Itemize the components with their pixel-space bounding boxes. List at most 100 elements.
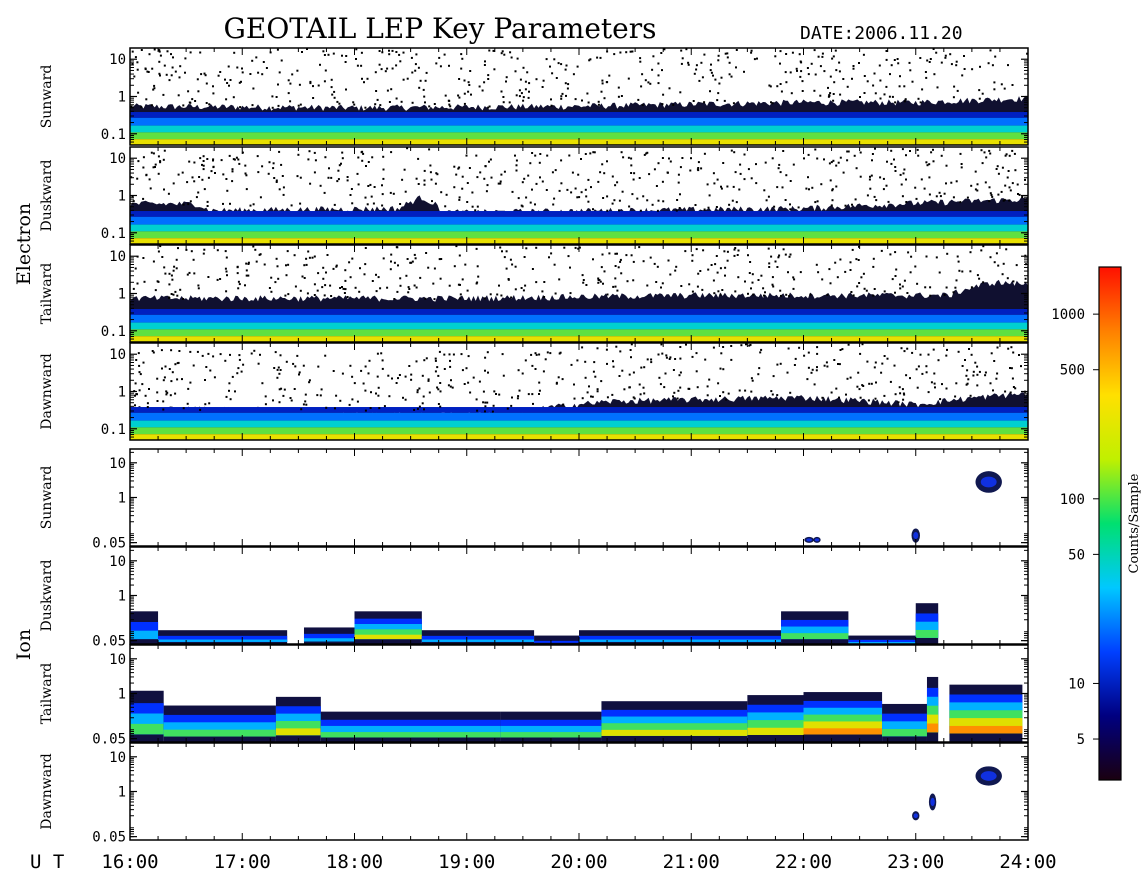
- count-dot: [567, 83, 570, 86]
- count-dot: [390, 260, 392, 263]
- count-dot: [866, 360, 869, 363]
- count-dot: [733, 254, 736, 257]
- count-dot: [322, 277, 325, 280]
- count-dot: [839, 258, 842, 261]
- count-dot: [596, 347, 599, 350]
- count-dot: [629, 50, 632, 53]
- count-dot: [444, 205, 447, 208]
- count-dot: [521, 181, 524, 184]
- count-dot: [239, 106, 242, 109]
- count-dot: [920, 178, 923, 181]
- count-dot: [168, 297, 171, 300]
- count-dot: [156, 400, 159, 402]
- count-dot: [450, 379, 452, 382]
- count-dot: [1006, 176, 1009, 179]
- count-dot: [551, 72, 554, 75]
- count-dot: [909, 271, 912, 274]
- count-dot: [656, 209, 659, 212]
- count-dot: [838, 70, 841, 73]
- count-dot: [162, 408, 165, 411]
- count-dot: [651, 203, 654, 206]
- count-dot: [293, 254, 296, 257]
- count-dot: [427, 378, 430, 381]
- count-dot: [517, 395, 520, 398]
- count-dot: [593, 151, 596, 154]
- count-dot: [716, 271, 719, 274]
- count-dot: [933, 73, 936, 76]
- count-dot: [231, 375, 234, 378]
- count-dot: [261, 73, 264, 76]
- count-dot: [606, 160, 608, 163]
- count-dot: [750, 390, 753, 393]
- count-dot: [187, 387, 190, 390]
- count-dot: [252, 245, 255, 248]
- count-dot: [721, 289, 724, 291]
- count-dot: [905, 201, 908, 203]
- count-dot: [828, 268, 831, 271]
- energy-band: [130, 211, 1028, 217]
- count-dot: [613, 199, 616, 202]
- count-dot: [143, 280, 146, 283]
- count-dot: [256, 155, 259, 158]
- count-dot: [170, 380, 173, 383]
- ion-band: [130, 723, 164, 735]
- count-dot: [911, 80, 914, 83]
- ion-blob-core: [930, 797, 935, 807]
- count-dot: [717, 382, 720, 385]
- count-dot: [134, 56, 137, 59]
- count-dot: [1020, 365, 1022, 368]
- count-dot: [661, 180, 664, 183]
- count-dot: [790, 92, 793, 95]
- count-dot: [313, 294, 316, 296]
- count-dot: [875, 199, 878, 202]
- count-dot: [389, 191, 392, 194]
- count-dot: [134, 382, 137, 385]
- count-dot: [733, 151, 736, 154]
- count-dot: [866, 80, 869, 83]
- count-dot: [351, 375, 354, 378]
- ion-band: [601, 729, 748, 736]
- count-dot: [271, 106, 274, 109]
- count-dot: [919, 353, 922, 356]
- count-dot: [550, 98, 552, 101]
- count-dot: [538, 353, 541, 356]
- count-dot: [302, 364, 305, 367]
- count-dot: [341, 157, 344, 160]
- count-dot: [694, 204, 697, 206]
- count-dot: [715, 255, 718, 257]
- count-dot: [965, 374, 968, 377]
- count-dot: [505, 267, 508, 270]
- count-dot: [952, 96, 955, 99]
- count-dot: [770, 101, 772, 104]
- count-dot: [608, 74, 611, 77]
- count-dot: [662, 200, 665, 203]
- count-dot: [447, 384, 450, 387]
- count-dot: [945, 387, 948, 390]
- count-dot: [349, 194, 352, 196]
- count-dot: [677, 173, 680, 176]
- count-dot: [993, 88, 996, 91]
- count-dot: [508, 101, 511, 104]
- count-dot: [414, 257, 417, 260]
- count-dot: [505, 76, 508, 79]
- count-dot: [578, 246, 581, 249]
- count-dot: [458, 254, 461, 257]
- count-dot: [720, 187, 723, 190]
- count-dot: [744, 280, 746, 283]
- count-dot: [883, 93, 886, 96]
- count-dot: [438, 56, 441, 59]
- count-dot: [615, 345, 618, 348]
- count-dot: [619, 260, 622, 263]
- count-dot: [177, 94, 180, 97]
- count-dot: [360, 51, 363, 54]
- count-dot: [785, 293, 788, 296]
- count-dot: [614, 184, 617, 187]
- count-dot: [939, 398, 942, 401]
- count-dot: [432, 282, 435, 285]
- count-dot: [460, 53, 463, 56]
- count-dot: [390, 151, 393, 154]
- count-dot: [216, 278, 219, 281]
- count-dot: [138, 364, 141, 367]
- ion-envelope: [534, 635, 579, 644]
- count-dot: [841, 348, 844, 351]
